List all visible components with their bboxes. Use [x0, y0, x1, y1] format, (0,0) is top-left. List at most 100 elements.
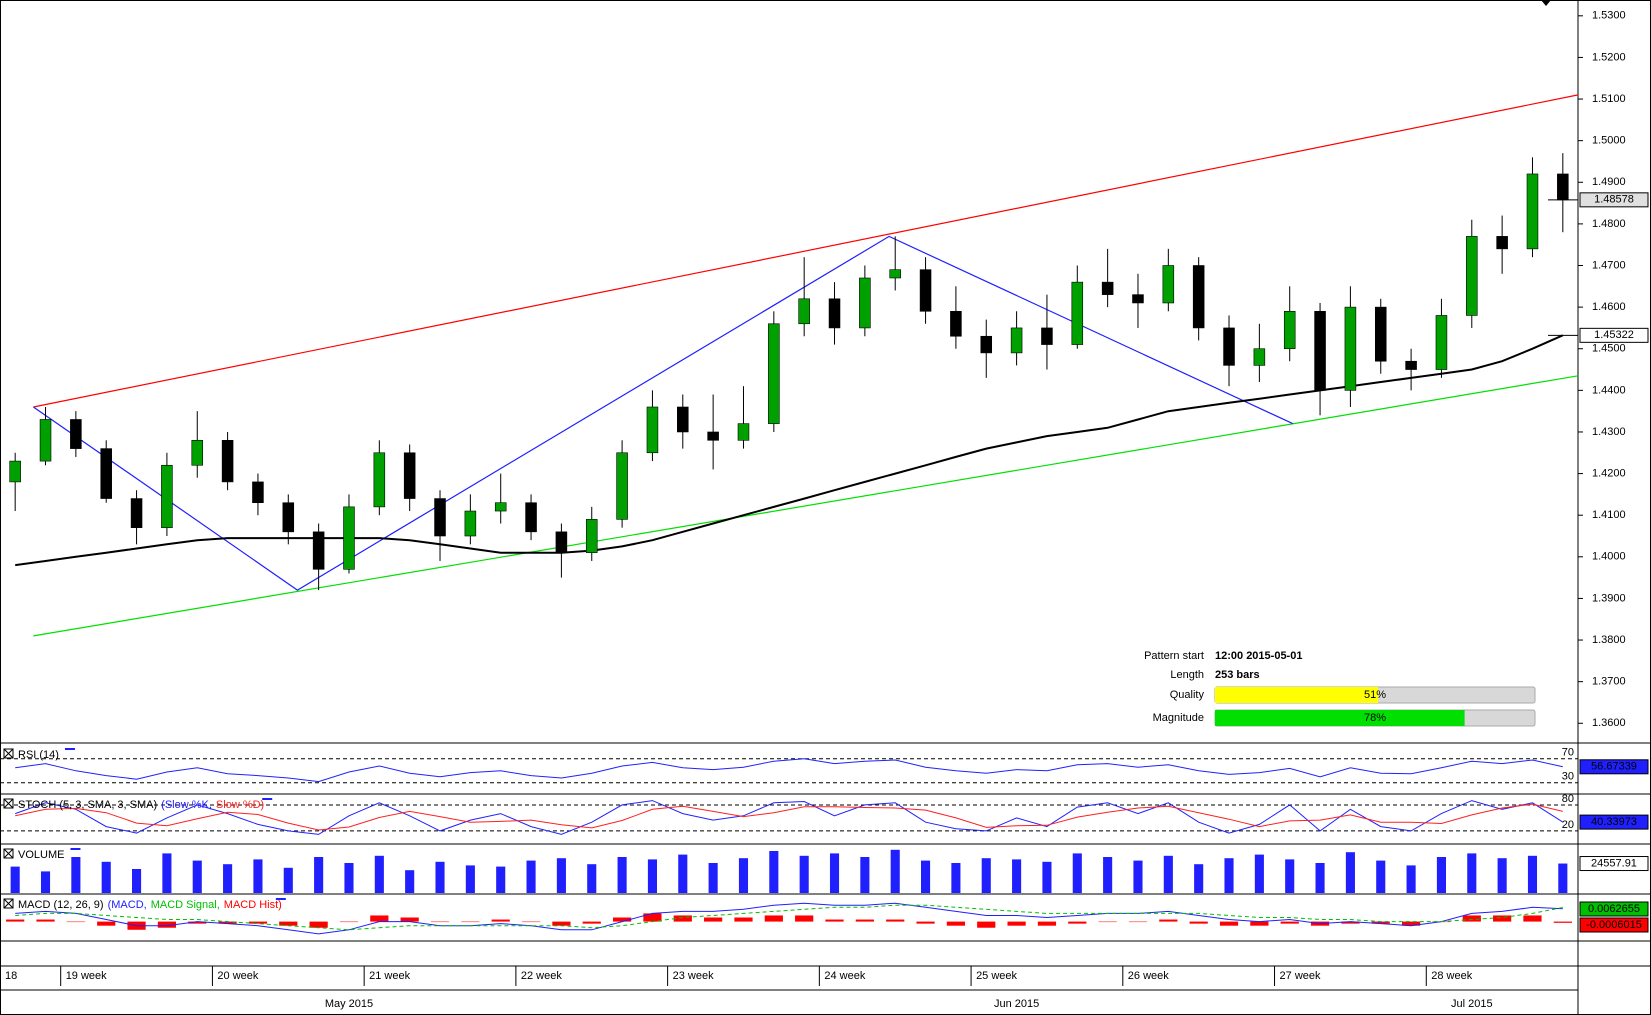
y-tick-label: 1.4400 [1592, 384, 1626, 396]
candle-body [343, 506, 355, 570]
indicator-line [15, 800, 1564, 835]
volume-bar [71, 857, 81, 893]
macd-hist-bar [218, 921, 237, 924]
volume-bar [1194, 864, 1204, 893]
panel-title: MACD (12, 26, 9) (MACD, MACD Signal, MACD H… [18, 899, 282, 911]
candle-body [70, 419, 82, 449]
macd-hist-bar [248, 921, 268, 924]
level-label: 20 [1562, 819, 1574, 831]
candle-body [373, 452, 386, 508]
volume-bar [162, 853, 172, 893]
volume-bar [678, 854, 688, 893]
x-tick-label: 26 week [1128, 970, 1169, 982]
pattern-value: 12:00 2015-05-01 [1215, 650, 1302, 662]
corner-marker [1541, 0, 1551, 6]
volume-bar [101, 861, 111, 893]
level-label: 70 [1562, 747, 1574, 759]
candle-body [768, 323, 780, 424]
candle-body [1010, 327, 1023, 354]
candle-body [950, 310, 962, 337]
volume-bar [465, 865, 475, 893]
candle-body [434, 498, 446, 537]
macd-hist-bar [1128, 921, 1148, 923]
macd-hist-bar [795, 915, 814, 922]
panel-title: VOLUME [18, 849, 64, 861]
x-tick-label: 22 week [521, 970, 562, 982]
pattern-label: Magnitude [1153, 712, 1204, 724]
y-tick-label: 1.5000 [1592, 135, 1626, 147]
candle-body [798, 298, 810, 325]
volume-bar [405, 870, 415, 893]
value-box-label: -0.0006015 [1586, 919, 1642, 931]
volume-bar [708, 863, 718, 893]
x-tick-label: 28 week [1431, 970, 1472, 982]
y-tick-label: 1.4800 [1592, 218, 1626, 230]
macd-hist-bar [552, 921, 571, 926]
y-tick-label: 1.4100 [1592, 509, 1626, 521]
volume-bar [192, 860, 202, 893]
macd-hist-bar [977, 921, 996, 928]
panel-title-text: STOCH (5, 3, SMA, 3, SMA) [18, 799, 157, 811]
volume-bar [1376, 860, 1386, 893]
trend-line [33, 94, 1579, 408]
macd-hist-bar [521, 921, 541, 923]
x-tick-label: 25 week [976, 970, 1017, 982]
y-tick-label: 1.5300 [1592, 10, 1626, 22]
volume-bar [435, 861, 445, 893]
candle-body [1283, 310, 1296, 350]
volume-bar [1103, 857, 1113, 893]
volume-bar [1042, 861, 1052, 893]
candle-body [312, 531, 325, 570]
macd-hist-bar [339, 921, 359, 923]
y-tick-label: 1.5100 [1592, 93, 1626, 105]
y-tick-label: 1.3700 [1592, 676, 1626, 688]
macd-hist-bar [1523, 915, 1542, 922]
month-label: Jun 2015 [994, 998, 1039, 1010]
candle-body [525, 502, 537, 533]
candle-body [1405, 360, 1417, 370]
candle-body [1496, 236, 1508, 250]
candle-body [646, 406, 659, 454]
candle-body [980, 335, 993, 354]
value-box [1579, 327, 1649, 343]
volume-bar [1345, 852, 1355, 893]
panel-title: STOCH (5, 3, SMA, 3, SMA) (Slow %K, Slow %… [18, 799, 264, 811]
macd-hist-bar [886, 919, 905, 922]
panel-title-text: VOLUME [18, 849, 64, 861]
macd-hist-bar [1280, 921, 1299, 924]
x-tick-label: 23 week [673, 970, 714, 982]
candle-body [39, 419, 52, 462]
macd-hist-bar [825, 919, 844, 922]
y-tick-label: 1.4000 [1592, 551, 1626, 563]
volume-bar [951, 863, 961, 893]
candle-body [1344, 306, 1357, 391]
candle-body [1557, 173, 1569, 201]
volume-bar [1012, 859, 1022, 893]
volume-bar [526, 860, 536, 893]
macd-hist-bar [1341, 921, 1360, 924]
panel-toggle-x [3, 748, 14, 759]
x-tick-label: 21 week [369, 970, 410, 982]
macd-hist-bar [370, 915, 389, 922]
candle-body [1223, 327, 1235, 366]
x-tick-label: 20 week [217, 970, 258, 982]
candle-body [585, 519, 598, 553]
macd-hist-bar [855, 919, 874, 922]
candle-body [403, 452, 416, 499]
macd-hist-bar [157, 921, 177, 928]
legend-entry: MACD Signal, [151, 899, 220, 911]
candle-body [555, 531, 568, 553]
value-box-label: 56.67339 [1591, 761, 1637, 773]
candle-body [161, 464, 173, 528]
value-box [1579, 901, 1649, 917]
value-box [1579, 192, 1649, 208]
candle-body [252, 481, 264, 504]
macd-hist-bar [1553, 921, 1572, 923]
macd-hist-bar [916, 921, 935, 924]
panel-toggle-x [3, 898, 14, 909]
candle-body [191, 439, 204, 466]
macd-hist-bar [1007, 921, 1026, 926]
macd-hist-bar [97, 921, 116, 926]
volume-bar [1133, 860, 1143, 893]
